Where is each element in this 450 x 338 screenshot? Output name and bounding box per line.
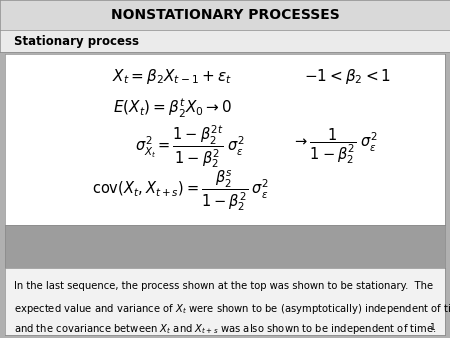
Text: $\rightarrow \dfrac{1}{1-\beta_2^{2}}\;\sigma^2_{\varepsilon}$: $\rightarrow \dfrac{1}{1-\beta_2^{2}}\;\… xyxy=(292,126,378,166)
Text: and the covariance between $X_t$ and $X_{t+s}$ was also shown to be independent : and the covariance between $X_t$ and $X_… xyxy=(14,321,436,336)
Text: expected value and variance of $X_t$ were shown to be (asymptotically) independe: expected value and variance of $X_t$ wer… xyxy=(14,301,450,315)
Text: $\sigma^2_{X_t} = \dfrac{1-\beta_2^{2t}}{1-\beta_2^{2}}\;\sigma^2_{\varepsilon}$: $\sigma^2_{X_t} = \dfrac{1-\beta_2^{2t}}… xyxy=(135,123,245,170)
Text: $E(X_t) = \beta_2^t X_0 \rightarrow 0$: $E(X_t) = \beta_2^t X_0 \rightarrow 0$ xyxy=(112,97,232,120)
Text: 1: 1 xyxy=(430,323,436,332)
Text: NONSTATIONARY PROCESSES: NONSTATIONARY PROCESSES xyxy=(111,8,339,22)
Text: $X_t = \beta_2 X_{t-1} + \varepsilon_t$: $X_t = \beta_2 X_{t-1} + \varepsilon_t$ xyxy=(112,67,232,86)
Text: $-1 < \beta_2 < 1$: $-1 < \beta_2 < 1$ xyxy=(304,67,392,86)
Text: In the last sequence, the process shown at the top was shown to be stationary.  : In the last sequence, the process shown … xyxy=(14,282,433,291)
Text: Stationary process: Stationary process xyxy=(14,34,139,48)
Text: $\mathrm{cov}(X_t, X_{t+s}) = \dfrac{\beta_2^s}{1-\beta_2^{2}}\;\sigma^2_{\varep: $\mathrm{cov}(X_t, X_{t+s}) = \dfrac{\be… xyxy=(92,168,270,213)
